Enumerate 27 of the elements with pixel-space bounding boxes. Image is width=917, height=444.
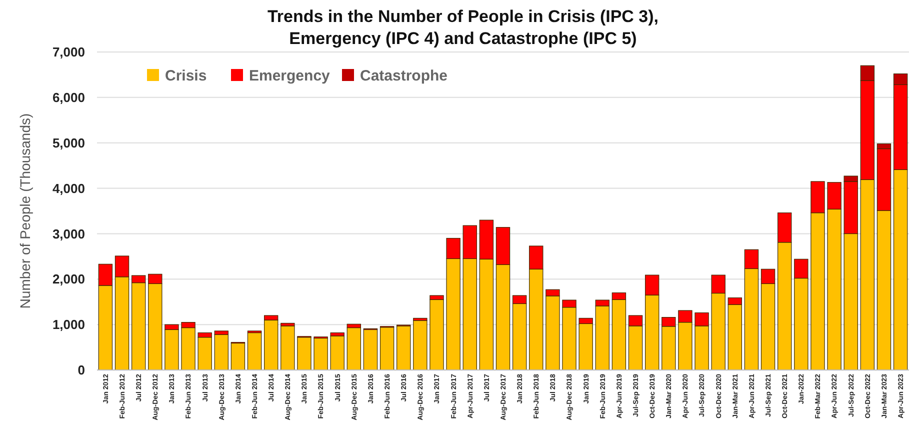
legend-label: Emergency <box>249 67 331 84</box>
bar <box>346 327 362 370</box>
y-tick-label: 7,000 <box>52 44 85 60</box>
y-tick-label: 1,000 <box>52 317 85 332</box>
bar <box>214 334 228 370</box>
bar <box>297 336 312 370</box>
bar <box>396 326 411 370</box>
bar <box>314 338 328 370</box>
bar <box>430 299 444 370</box>
y-axis-title: Number of People (Thousands) <box>17 113 33 309</box>
y-tick-label: 6,000 <box>52 90 85 105</box>
bar <box>363 329 378 370</box>
bar <box>413 320 428 370</box>
y-tick-label: 4,000 <box>52 180 85 196</box>
y-tick-label: 3,000 <box>52 226 85 242</box>
bar <box>280 326 295 370</box>
bar <box>198 336 212 370</box>
bar <box>230 342 246 370</box>
y-tick-label: 0 <box>78 362 85 378</box>
bar <box>247 332 262 370</box>
chart-title: Trends in the Number of People in Crisis (IPC 3), Emergency (IPC 4) and Catastrophe (IPC 5) <box>267 7 659 48</box>
y-tick-label: 2,000 <box>52 272 85 287</box>
legend-label: Crisis <box>165 67 207 84</box>
y-tick-label: 5,000 <box>52 135 85 150</box>
legend-label: Catastrophe <box>360 67 448 84</box>
bar <box>380 326 394 370</box>
bar <box>330 336 344 370</box>
